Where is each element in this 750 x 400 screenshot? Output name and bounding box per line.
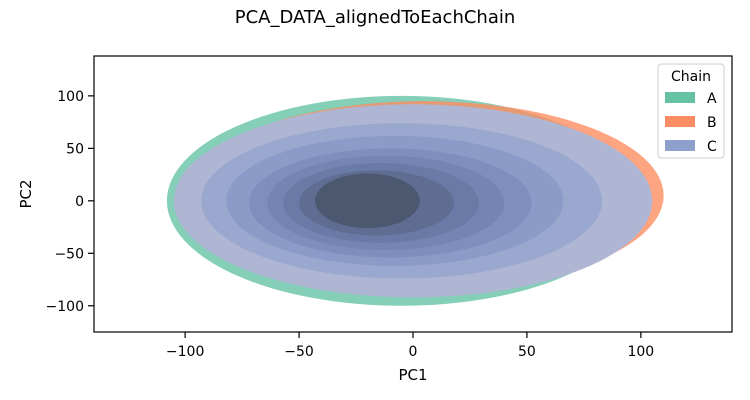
- y-axis-label: PC2: [17, 179, 35, 208]
- x-tick-label: −100: [166, 344, 204, 360]
- kde-level-C-8: [315, 173, 420, 229]
- y-tick-label: −50: [54, 246, 84, 262]
- legend: Chain ABC: [657, 63, 725, 159]
- y-tick-label: −100: [46, 299, 84, 315]
- x-axis: −100 −50 0 50 100: [166, 332, 654, 360]
- legend-swatch-B: [665, 116, 695, 127]
- legend-swatch-A: [665, 92, 695, 103]
- y-tick-label: 50: [66, 141, 84, 157]
- legend-label-B: B: [707, 115, 717, 131]
- x-axis-label: PC1: [398, 366, 427, 384]
- y-tick-label: 100: [57, 89, 84, 105]
- x-tick-label: −50: [284, 344, 314, 360]
- x-tick-label: 100: [627, 344, 654, 360]
- y-axis: −100 −50 0 50 100: [46, 89, 94, 315]
- legend-label-C: C: [707, 139, 717, 155]
- legend-title: Chain: [671, 69, 711, 85]
- plot-area: [166, 95, 664, 306]
- legend-label-A: A: [707, 91, 717, 107]
- legend-swatch-C: [665, 140, 695, 151]
- chart-title: PCA_DATA_alignedToEachChain: [235, 7, 516, 28]
- kde-series-C: [173, 104, 653, 298]
- y-tick-label: 0: [75, 194, 84, 210]
- legend-box: [657, 63, 725, 159]
- x-tick-label: 0: [409, 344, 418, 360]
- x-tick-label: 50: [518, 344, 536, 360]
